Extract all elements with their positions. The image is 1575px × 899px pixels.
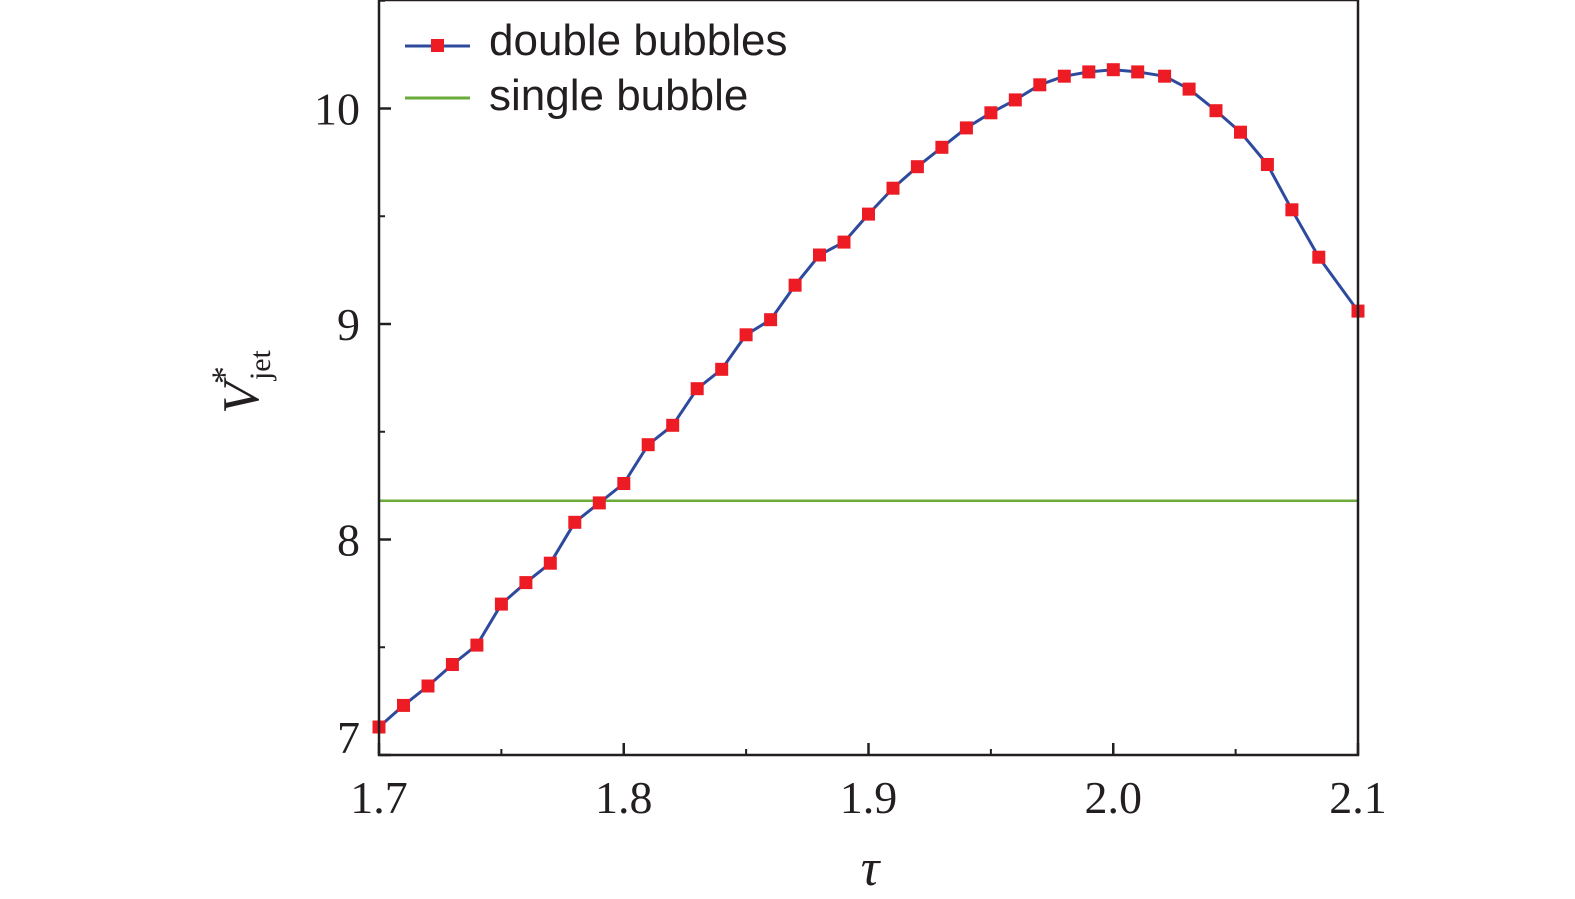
data-point <box>1260 158 1274 171</box>
data-point <box>592 496 606 510</box>
y-axis-label-superscript: * <box>204 366 244 384</box>
data-point <box>1158 69 1172 83</box>
legend-marker-double-bubbles <box>431 39 444 52</box>
x-axis-label: τ <box>861 840 882 897</box>
data-point <box>1285 203 1299 217</box>
data-point <box>910 160 924 174</box>
y-tick-label: 10 <box>314 84 360 135</box>
x-axis: 1.7 1.8 1.9 2.0 2.1 <box>350 743 1387 823</box>
data-point <box>935 140 949 154</box>
x-tick-label: 1.7 <box>350 772 408 823</box>
data-point <box>543 556 557 570</box>
data-point <box>397 698 410 712</box>
data-point <box>764 313 778 327</box>
data-point <box>470 638 484 652</box>
data-point <box>690 382 704 396</box>
data-point <box>421 679 435 693</box>
data-point <box>1033 78 1047 92</box>
data-point <box>959 121 973 135</box>
y-axis-label-subscript: jet <box>244 349 277 381</box>
x-tick-label: 1.9 <box>840 772 898 823</box>
y-axis: 7 8 9 10 <box>314 0 391 763</box>
y-tick-label: 9 <box>337 299 360 350</box>
data-point <box>1008 93 1022 107</box>
legend-label-single-bubble: single bubble <box>489 71 748 120</box>
data-point <box>715 362 729 376</box>
data-point <box>837 235 851 249</box>
svg-text:V*jet: V*jet <box>204 349 277 413</box>
y-axis-label-main: V <box>213 377 270 414</box>
data-point <box>862 207 875 221</box>
data-point <box>886 181 900 195</box>
y-tick-label: 8 <box>337 515 360 566</box>
data-point <box>494 597 508 611</box>
data-point <box>666 418 680 432</box>
double-bubbles-series <box>378 68 1360 729</box>
data-point <box>641 438 655 452</box>
data-point <box>568 515 582 529</box>
data-point <box>617 477 631 490</box>
y-tick-label: 7 <box>337 712 360 763</box>
y-axis-label: V*jet <box>204 349 277 413</box>
data-point <box>1082 65 1096 79</box>
data-point <box>1209 104 1223 118</box>
data-point <box>1057 69 1071 83</box>
data-point <box>1131 65 1145 79</box>
x-tick-label: 1.8 <box>595 772 653 823</box>
data-point <box>739 328 753 342</box>
x-tick-label: 2.0 <box>1085 772 1143 823</box>
x-tick-label: 2.1 <box>1329 772 1387 823</box>
data-point <box>1312 250 1326 264</box>
data-point <box>788 278 802 292</box>
data-point <box>984 106 998 120</box>
plot-area <box>379 0 1358 755</box>
legend-label-double-bubbles: double bubbles <box>489 16 787 65</box>
data-point <box>813 248 826 262</box>
double-bubbles-line <box>378 68 1360 729</box>
legend: double bubbles single bubble <box>405 16 787 120</box>
data-point <box>1234 125 1247 139</box>
data-point <box>519 576 533 590</box>
data-point <box>1182 82 1196 96</box>
data-point <box>445 658 459 671</box>
data-point <box>1106 63 1120 77</box>
